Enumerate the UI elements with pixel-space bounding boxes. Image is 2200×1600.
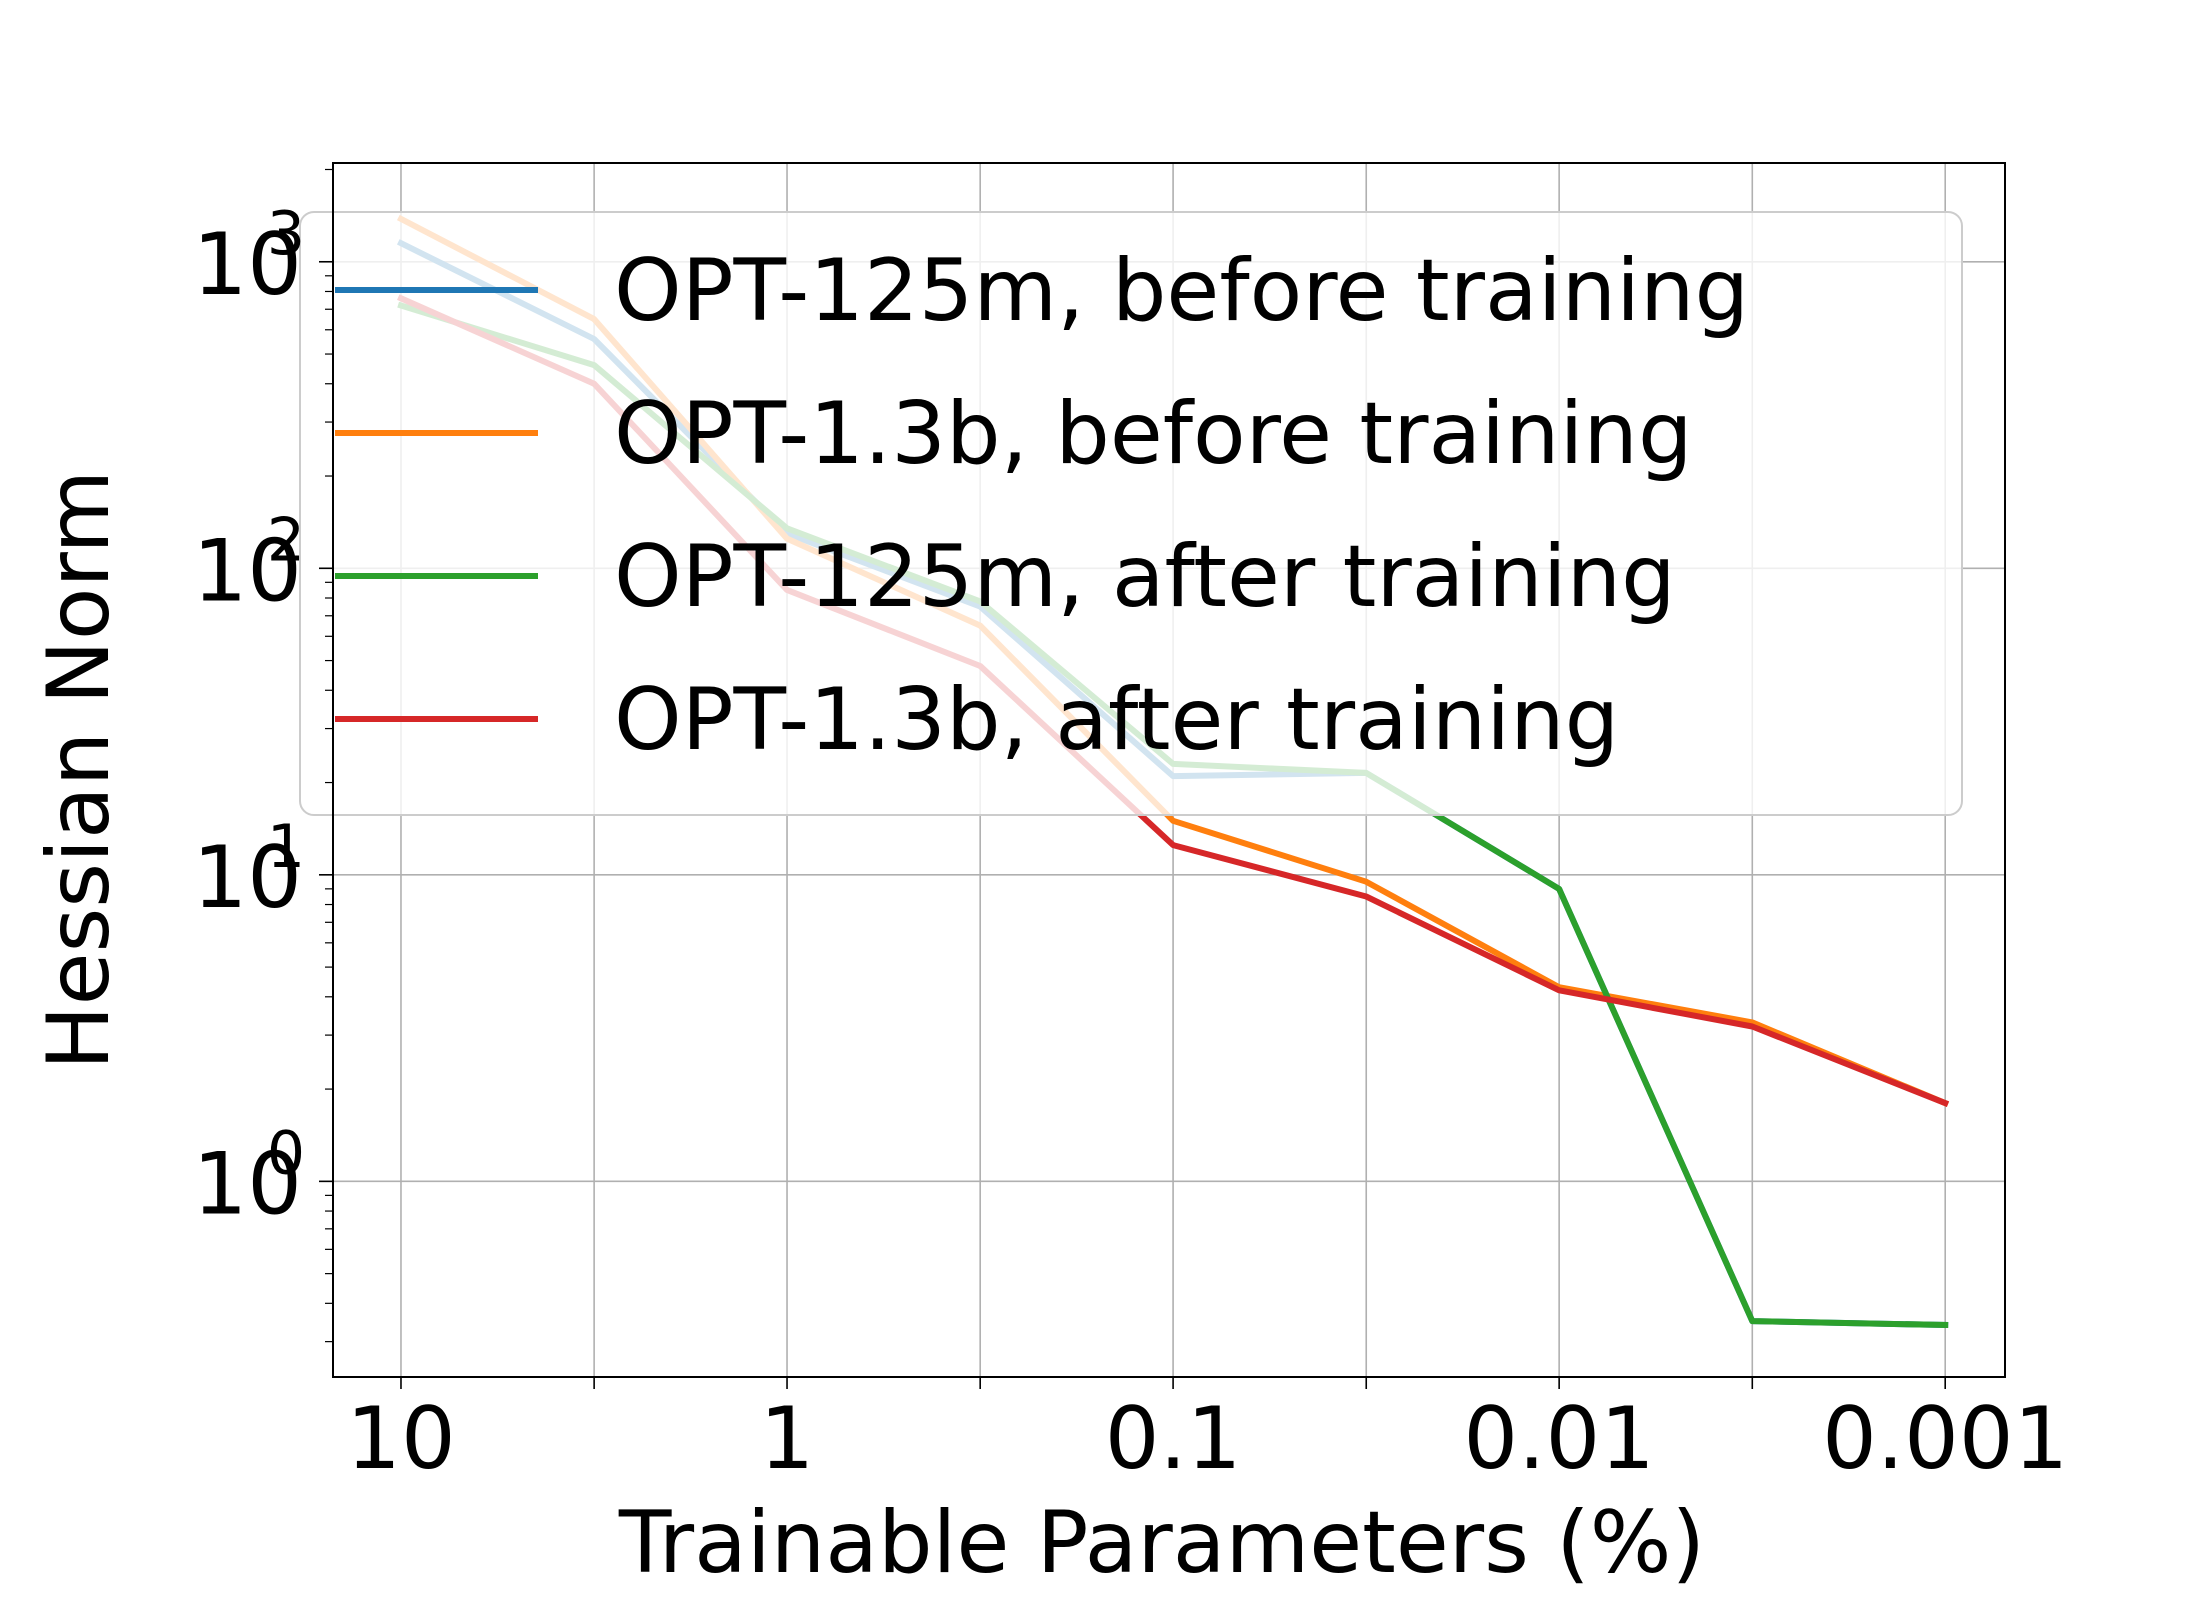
y-tick-exponent: 0 xyxy=(267,1118,305,1188)
x-axis-label: Trainable Parameters (%) xyxy=(618,1493,1705,1593)
x-tick-label: 0.01 xyxy=(1463,1389,1654,1489)
y-tick-exponent: 2 xyxy=(267,505,305,575)
y-tick-exponent: 3 xyxy=(267,199,305,269)
legend: OPT-125m, before training OPT-1.3b, befor… xyxy=(299,211,1963,816)
plot-frame xyxy=(332,162,2006,1378)
legend-label-2: OPT-1.3b, before training xyxy=(614,384,1693,484)
y-tick-label: 10 xyxy=(193,215,302,315)
x-tick-label: 10 xyxy=(346,1389,455,1489)
legend-box xyxy=(299,211,1963,816)
axes xyxy=(319,162,2006,1389)
legend-label-4: OPT-1.3b, after training xyxy=(614,670,1619,770)
x-tick-label: 1 xyxy=(760,1389,815,1489)
y-tick-label: 10 xyxy=(193,521,302,621)
x-tick-label: 0.001 xyxy=(1822,1389,2068,1489)
y-axis-label: Hessian Norm xyxy=(29,470,129,1070)
legend-label-3: OPT-125m, after training xyxy=(614,527,1676,627)
x-tick-label: 0.1 xyxy=(1105,1389,1242,1489)
y-tick-label: 10 xyxy=(193,1134,302,1234)
legend-label-1: OPT-125m, before training xyxy=(614,241,1749,341)
y-tick-exponent: 1 xyxy=(267,812,305,882)
y-tick-label: 10 xyxy=(193,828,302,928)
